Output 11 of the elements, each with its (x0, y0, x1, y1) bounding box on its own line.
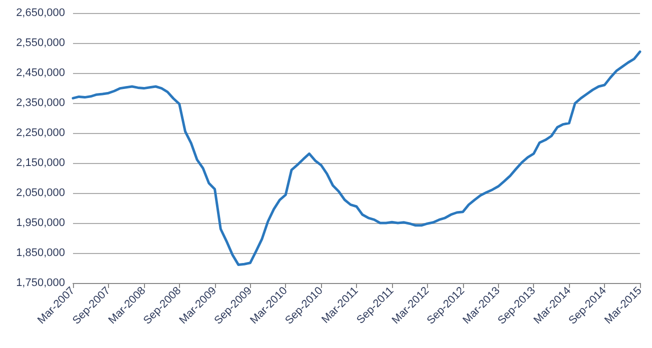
line-series (72, 50, 642, 266)
y-tick-label: 1,950,000 (16, 217, 65, 229)
y-tick-label: 2,050,000 (16, 187, 65, 199)
y-tick-label: 2,550,000 (16, 37, 65, 49)
y-tick-label: 1,850,000 (16, 247, 65, 259)
y-tick-label: 2,250,000 (16, 127, 65, 139)
y-tick-label: 2,650,000 (16, 7, 65, 19)
y-tick-label: 1,750,000 (16, 277, 65, 289)
y-tick-label: 2,150,000 (16, 157, 65, 169)
y-tick-label: 2,350,000 (16, 97, 65, 109)
y-tick-label: 2,450,000 (16, 67, 65, 79)
